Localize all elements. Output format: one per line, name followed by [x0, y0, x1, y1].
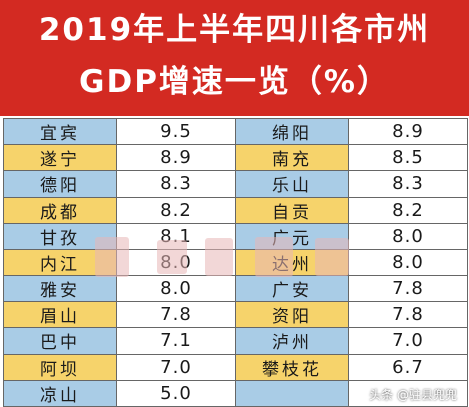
table-row: 宜宾 9.5 绵阳 8.9 [3, 117, 468, 146]
left-city-cell: 眉山 [3, 301, 117, 329]
left-value-cell: 8.0 [116, 275, 236, 303]
left-city-cell: 凉山 [3, 379, 117, 407]
right-value-cell: 7.8 [348, 301, 468, 329]
right-city-cell [235, 379, 349, 407]
left-value-cell: 8.3 [116, 170, 236, 198]
right-city-cell: 广安 [235, 275, 349, 303]
left-value-cell: 7.8 [116, 301, 236, 329]
table-row: 内江 8.0 达州 8.0 [3, 248, 468, 277]
left-value-cell: 7.1 [116, 327, 236, 355]
table-row: 雅安 8.0 广安 7.8 [3, 275, 468, 303]
right-city-cell: 乐山 [235, 170, 349, 198]
left-value-cell: 5.0 [116, 379, 236, 407]
left-value-cell: 8.0 [116, 248, 236, 277]
table-row: 阿坝 7.0 攀枝花 6.7 [3, 353, 468, 381]
left-city-cell: 阿坝 [3, 353, 117, 381]
table-row: 德阳 8.3 乐山 8.3 [3, 170, 468, 198]
right-value-cell: 8.2 [348, 196, 468, 224]
right-value-cell: 6.7 [348, 353, 468, 381]
left-value-cell: 9.5 [116, 117, 236, 146]
table-row: 遂宁 8.9 南充 8.5 [3, 144, 468, 172]
right-city-cell: 自贡 [235, 196, 349, 224]
left-city-cell: 遂宁 [3, 144, 117, 172]
right-value-cell: 8.3 [348, 170, 468, 198]
left-city-cell: 成都 [3, 196, 117, 224]
right-value-cell: 8.0 [348, 222, 468, 250]
right-value-cell: 8.5 [348, 144, 468, 172]
table-row: 成都 8.2 自贡 8.2 [3, 196, 468, 224]
left-value-cell: 8.9 [116, 144, 236, 172]
right-value-cell: 7.0 [348, 327, 468, 355]
left-city-cell: 内江 [3, 248, 117, 277]
table-row: 甘孜 8.1 广元 8.0 [3, 222, 468, 250]
title-line-2: GDP增速一览（%） [79, 64, 390, 100]
gdp-growth-table: 宜宾 9.5 绵阳 8.9 遂宁 8.9 南充 8.5 德阳 8.3 乐山 8.3 成都 8.2 自贡 8.2… [3, 117, 468, 407]
right-city-cell: 攀枝花 [235, 353, 349, 381]
title-line-1: 2019年上半年四川各市州 [38, 12, 431, 48]
right-city-cell: 达州 [235, 248, 349, 277]
watermark-text: 头条 @驻县兜兜 [369, 388, 457, 402]
right-city-cell: 绵阳 [235, 117, 349, 146]
table-row: 眉山 7.8 资阳 7.8 [3, 301, 468, 329]
right-city-cell: 资阳 [235, 301, 349, 329]
left-city-cell: 甘孜 [3, 222, 117, 250]
left-city-cell: 巴中 [3, 327, 117, 355]
table-row: 巴中 7.1 泸州 7.0 [3, 327, 468, 355]
left-value-cell: 7.0 [116, 353, 236, 381]
right-value-cell: 7.8 [348, 275, 468, 303]
left-city-cell: 德阳 [3, 170, 117, 198]
right-value-cell: 8.9 [348, 117, 468, 146]
right-value-cell: 8.0 [348, 248, 468, 277]
left-city-cell: 宜宾 [3, 117, 117, 146]
right-city-cell: 广元 [235, 222, 349, 250]
left-value-cell: 8.1 [116, 222, 236, 250]
left-city-cell: 雅安 [3, 275, 117, 303]
right-city-cell: 南充 [235, 144, 349, 172]
right-city-cell: 泸州 [235, 327, 349, 355]
table-row: 凉山 5.0 [3, 379, 468, 407]
title-banner: 2019年上半年四川各市州 GDP增速一览（%） [0, 0, 469, 116]
right-value-cell [348, 379, 468, 407]
left-value-cell: 8.2 [116, 196, 236, 224]
